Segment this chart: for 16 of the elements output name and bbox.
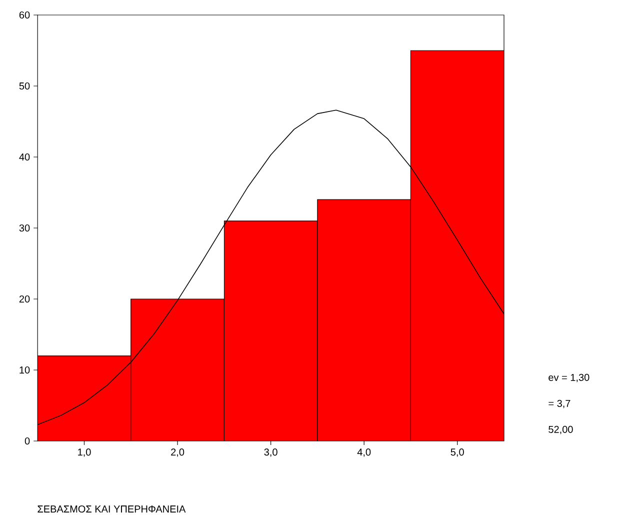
x-tick-label: 4,0 xyxy=(357,448,371,457)
y-tick-label: 0 xyxy=(24,437,30,445)
y-tick-label: 20 xyxy=(19,295,30,303)
y-tick-label: 50 xyxy=(19,82,30,90)
text: ev = 1,30 xyxy=(548,374,590,382)
x-tick-label: 3,0 xyxy=(264,448,278,457)
x-tick-label: 5,0 xyxy=(450,448,464,457)
y-tick-label: 30 xyxy=(19,224,30,232)
x-tick-label: 2,0 xyxy=(171,448,184,457)
x-tick-label: 1,0 xyxy=(78,448,91,457)
y-tick-label: 10 xyxy=(20,366,30,374)
text: 52,00 xyxy=(548,426,573,434)
text: = 3,7 xyxy=(548,400,570,408)
y-tick-label: 40 xyxy=(19,153,30,161)
x-axis-title: ΣΕΒΑΣΜΟΣ ΚΑΙ ΥΠΕΡΗΦΑΝΕΙΑ xyxy=(38,505,186,513)
y-tick-label: 60 xyxy=(19,11,30,19)
